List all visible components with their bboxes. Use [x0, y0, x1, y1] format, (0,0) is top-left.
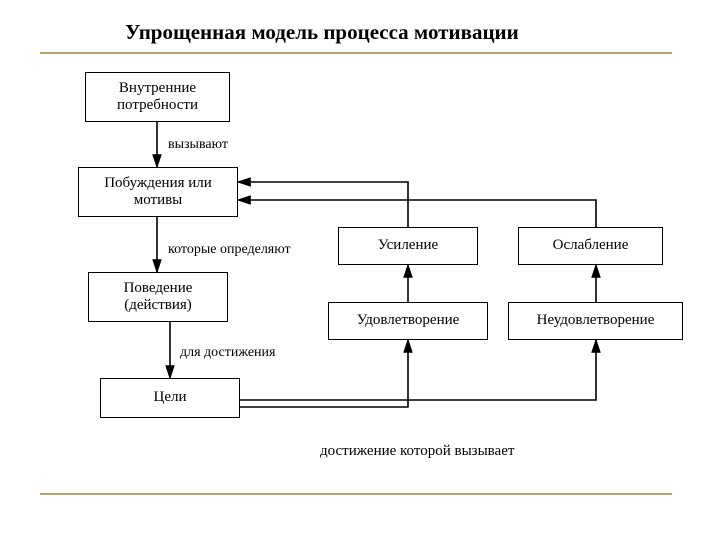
diagram-stage: Упрощенная модель процесса мотивации Вну…	[0, 0, 720, 540]
box-strength: Усиление	[338, 227, 478, 265]
box-satisf: Удовлетворение	[328, 302, 488, 340]
bottom-rule	[40, 493, 672, 495]
top-rule	[40, 52, 672, 54]
box-needs: Внутренниепотребности	[85, 72, 230, 122]
label-causes: вызывают	[168, 137, 228, 153]
label-determine: которые определяют	[168, 242, 291, 258]
label-achieve: для достижения	[180, 345, 275, 361]
box-dissat: Неудовлетворение	[508, 302, 683, 340]
label-result: достижение которой вызывает	[320, 443, 514, 460]
box-goals: Цели	[100, 378, 240, 418]
box-motives: Побуждения илимотивы	[78, 167, 238, 217]
page-title: Упрощенная модель процесса мотивации	[125, 20, 519, 45]
box-behavior: Поведение(действия)	[88, 272, 228, 322]
box-weaken: Ослабление	[518, 227, 663, 265]
